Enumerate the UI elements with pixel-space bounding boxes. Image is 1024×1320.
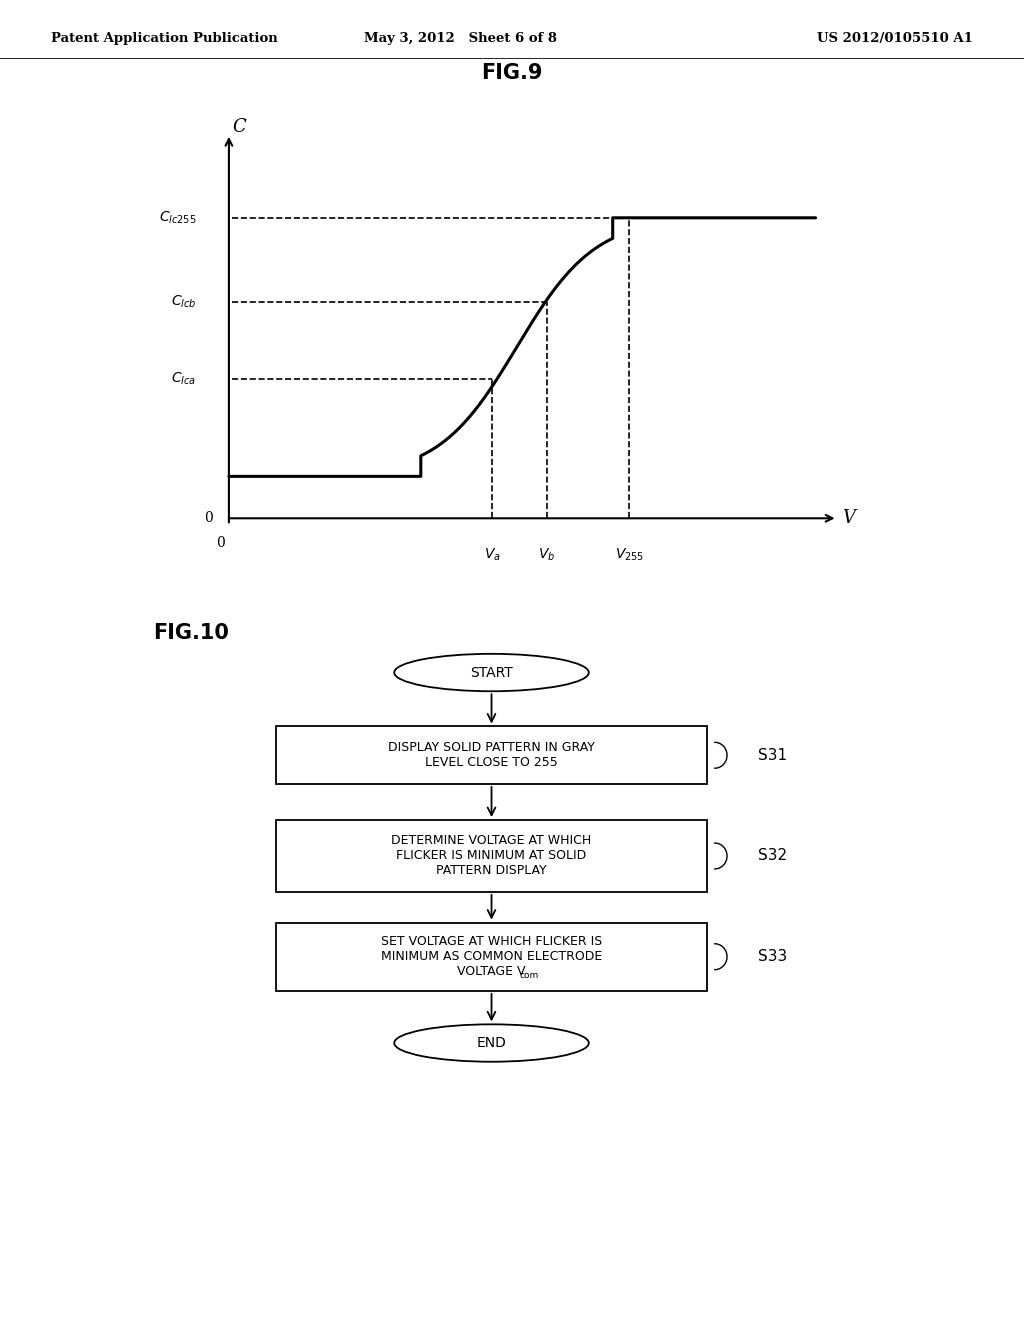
Text: S32: S32 — [758, 849, 786, 863]
Text: DETERMINE VOLTAGE AT WHICH
FLICKER IS MINIMUM AT SOLID
PATTERN DISPLAY: DETERMINE VOLTAGE AT WHICH FLICKER IS MI… — [391, 834, 592, 878]
Text: START: START — [470, 665, 513, 680]
Text: US 2012/0105510 A1: US 2012/0105510 A1 — [817, 32, 973, 45]
Bar — [276, 923, 707, 991]
Text: FIG.10: FIG.10 — [154, 623, 229, 643]
Text: com: com — [519, 972, 539, 979]
Text: 0: 0 — [204, 511, 212, 525]
Text: V: V — [842, 510, 855, 527]
Ellipse shape — [394, 653, 589, 692]
Text: C: C — [231, 117, 246, 136]
Text: 0: 0 — [216, 536, 225, 549]
Text: $C_{lca}$: $C_{lca}$ — [171, 371, 196, 387]
Text: $C_{lc255}$: $C_{lc255}$ — [159, 210, 196, 226]
Text: May 3, 2012   Sheet 6 of 8: May 3, 2012 Sheet 6 of 8 — [365, 32, 557, 45]
Text: $V_b$: $V_b$ — [539, 546, 555, 562]
Text: $C_{lcb}$: $C_{lcb}$ — [171, 293, 196, 310]
Text: DISPLAY SOLID PATTERN IN GRAY
LEVEL CLOSE TO 255: DISPLAY SOLID PATTERN IN GRAY LEVEL CLOS… — [388, 742, 595, 770]
Text: $V_a$: $V_a$ — [483, 546, 501, 562]
Ellipse shape — [394, 1024, 589, 1061]
Text: END: END — [476, 1036, 507, 1049]
Text: FIG.9: FIG.9 — [481, 62, 543, 83]
Text: Patent Application Publication: Patent Application Publication — [51, 32, 278, 45]
Bar — [276, 726, 707, 784]
Bar — [276, 820, 707, 892]
Text: S31: S31 — [758, 747, 786, 763]
Text: SET VOLTAGE AT WHICH FLICKER IS
MINIMUM AS COMMON ELECTRODE
VOLTAGE V: SET VOLTAGE AT WHICH FLICKER IS MINIMUM … — [381, 935, 602, 978]
Text: S33: S33 — [758, 949, 787, 964]
Text: $V_{255}$: $V_{255}$ — [614, 546, 644, 562]
